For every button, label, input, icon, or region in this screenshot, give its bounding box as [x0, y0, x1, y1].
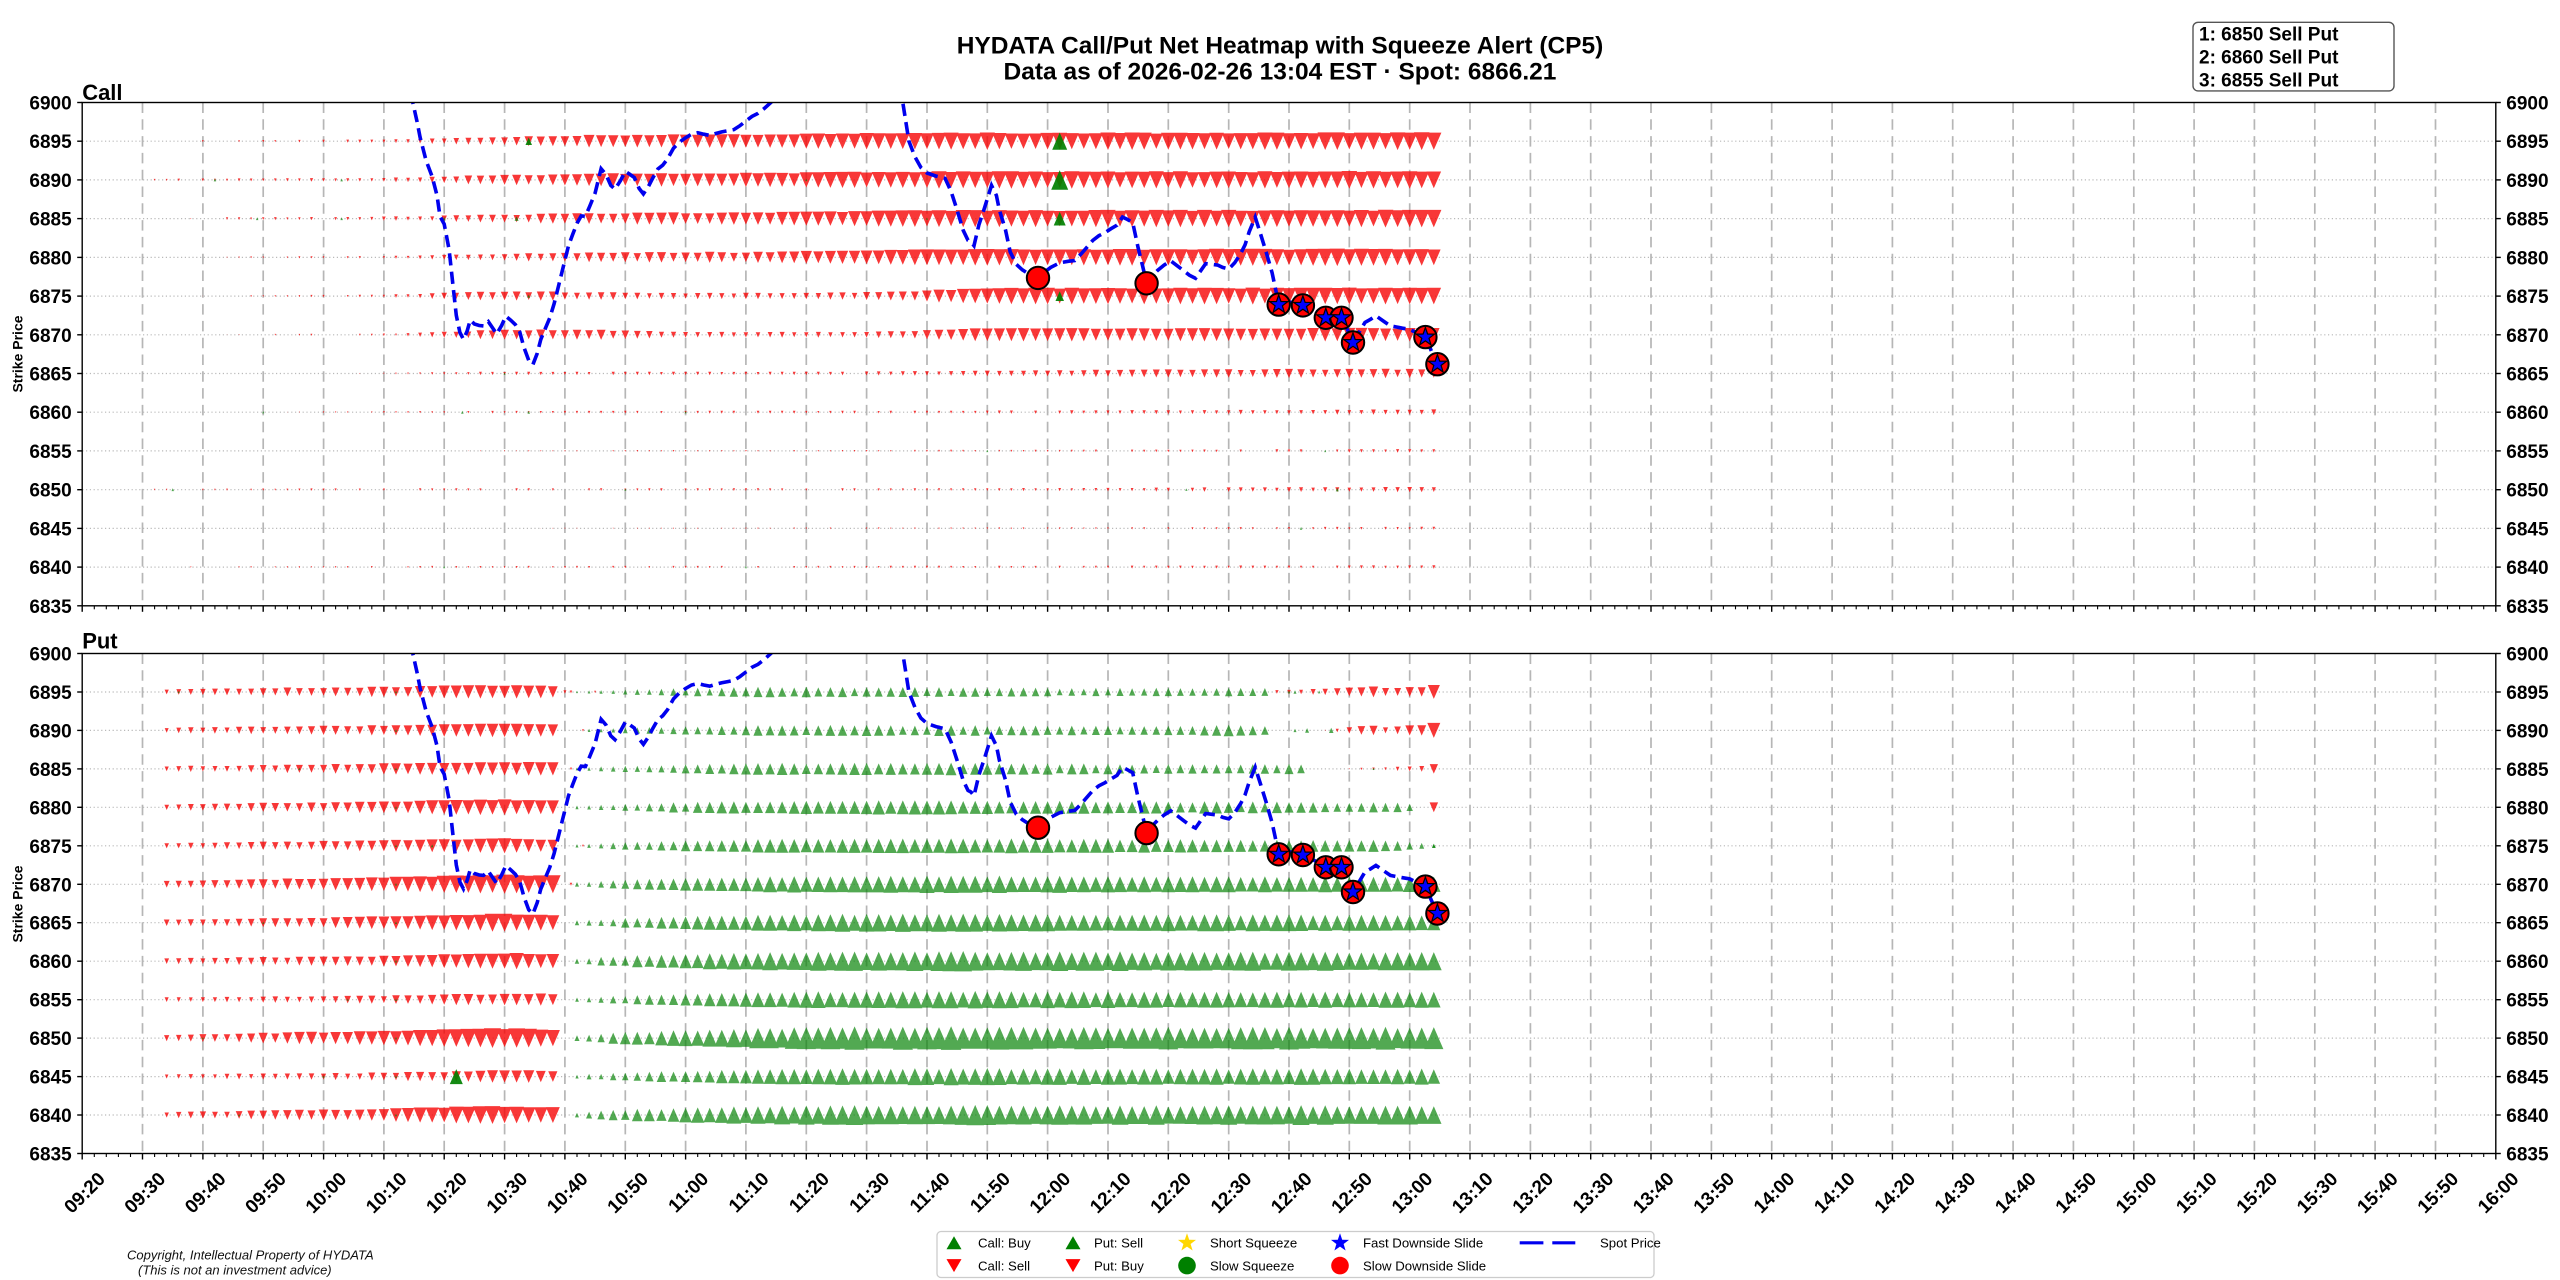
svg-text:6885: 6885 [29, 210, 72, 231]
svg-text:6860: 6860 [29, 952, 71, 973]
svg-text:Spot Price: Spot Price [1600, 1236, 1661, 1251]
svg-text:Call: Call [82, 80, 122, 105]
svg-text:6835: 6835 [2506, 1145, 2549, 1166]
svg-text:6840: 6840 [2506, 558, 2548, 579]
svg-text:6860: 6860 [2506, 403, 2548, 424]
svg-text:6855: 6855 [2506, 442, 2549, 463]
svg-text:Fast Downside Slide: Fast Downside Slide [1363, 1236, 1483, 1251]
svg-text:6845: 6845 [2506, 519, 2549, 540]
svg-text:6860: 6860 [29, 403, 71, 424]
svg-text:6835: 6835 [29, 597, 72, 618]
svg-text:6895: 6895 [29, 683, 72, 704]
svg-text:6875: 6875 [2506, 837, 2549, 858]
svg-text:6850: 6850 [2506, 1029, 2548, 1050]
svg-text:6855: 6855 [29, 991, 72, 1012]
svg-text:Strike Price: Strike Price [10, 865, 26, 942]
svg-text:6895: 6895 [29, 132, 72, 153]
svg-text:6900: 6900 [2506, 645, 2548, 666]
svg-text:6845: 6845 [29, 519, 72, 540]
svg-text:6870: 6870 [29, 326, 71, 347]
svg-text:6840: 6840 [29, 558, 71, 579]
svg-text:6900: 6900 [2506, 94, 2548, 115]
svg-text:Strike Price: Strike Price [10, 315, 26, 392]
svg-text:6885: 6885 [2506, 760, 2549, 781]
svg-text:6850: 6850 [29, 481, 71, 502]
svg-text:6890: 6890 [2506, 721, 2548, 742]
svg-text:Short Squeeze: Short Squeeze [1210, 1236, 1297, 1251]
svg-text:6870: 6870 [2506, 875, 2548, 896]
svg-text:6880: 6880 [29, 248, 71, 269]
svg-text:6890: 6890 [29, 721, 71, 742]
svg-text:Data as of 2026-02-26 13:04 ES: Data as of 2026-02-26 13:04 EST · Spot: … [1004, 59, 1557, 86]
svg-text:6900: 6900 [29, 94, 71, 115]
svg-text:3: 6855 Sell Put: 3: 6855 Sell Put [2199, 71, 2339, 92]
svg-text:6845: 6845 [29, 1068, 72, 1089]
svg-text:6835: 6835 [29, 1145, 72, 1166]
svg-text:6850: 6850 [2506, 481, 2548, 502]
svg-text:Put: Put [82, 629, 118, 654]
svg-text:6875: 6875 [29, 837, 72, 858]
svg-text:6855: 6855 [29, 442, 72, 463]
svg-text:6865: 6865 [29, 914, 72, 935]
svg-text:6875: 6875 [2506, 287, 2549, 308]
svg-text:6880: 6880 [2506, 248, 2548, 269]
svg-text:Copyright, Intellectual Proper: Copyright, Intellectual Property of HYDA… [127, 1248, 374, 1263]
svg-text:6860: 6860 [2506, 952, 2548, 973]
svg-text:6835: 6835 [2506, 597, 2549, 618]
svg-text:Call: Sell: Call: Sell [978, 1258, 1030, 1273]
svg-text:6840: 6840 [29, 1106, 71, 1127]
svg-text:Put: Sell: Put: Sell [1094, 1236, 1143, 1251]
svg-text:6875: 6875 [29, 287, 72, 308]
svg-text:6865: 6865 [2506, 914, 2549, 935]
svg-text:HYDATA Call/Put Net Heatmap wi: HYDATA Call/Put Net Heatmap with Squeeze… [957, 33, 1604, 60]
svg-text:6870: 6870 [29, 875, 71, 896]
svg-text:6840: 6840 [2506, 1106, 2548, 1127]
svg-text:6890: 6890 [29, 171, 71, 192]
svg-text:1: 6850 Sell Put: 1: 6850 Sell Put [2199, 25, 2339, 46]
svg-text:6845: 6845 [2506, 1068, 2549, 1089]
svg-text:Slow Downside Slide: Slow Downside Slide [1363, 1258, 1486, 1273]
svg-text:6900: 6900 [29, 645, 71, 666]
svg-text:6895: 6895 [2506, 132, 2549, 153]
svg-text:Call: Buy: Call: Buy [978, 1236, 1031, 1251]
svg-text:6885: 6885 [29, 760, 72, 781]
svg-text:6890: 6890 [2506, 171, 2548, 192]
svg-text:6865: 6865 [29, 365, 72, 386]
svg-text:6850: 6850 [29, 1029, 71, 1050]
svg-text:Put: Buy: Put: Buy [1094, 1258, 1144, 1273]
svg-text:6880: 6880 [29, 798, 71, 819]
svg-text:6895: 6895 [2506, 683, 2549, 704]
svg-text:6865: 6865 [2506, 365, 2549, 386]
svg-text:Slow Squeeze: Slow Squeeze [1210, 1258, 1294, 1273]
svg-text:6855: 6855 [2506, 991, 2549, 1012]
svg-text:6870: 6870 [2506, 326, 2548, 347]
svg-text:6885: 6885 [2506, 210, 2549, 231]
svg-text:6880: 6880 [2506, 798, 2548, 819]
svg-text:2: 6860 Sell Put: 2: 6860 Sell Put [2199, 48, 2339, 69]
svg-text:(This is not an investment adv: (This is not an investment advice) [138, 1263, 332, 1278]
